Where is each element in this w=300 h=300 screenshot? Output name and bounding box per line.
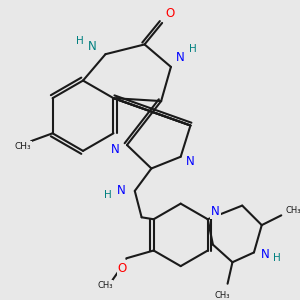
Text: N: N — [117, 184, 125, 197]
Text: CH₃: CH₃ — [215, 291, 230, 300]
Text: H: H — [274, 253, 281, 263]
Text: CH₃: CH₃ — [285, 206, 300, 215]
Text: N: N — [211, 205, 220, 218]
Text: N: N — [87, 40, 96, 53]
Text: N: N — [261, 248, 270, 261]
Text: H: H — [188, 44, 196, 54]
Text: N: N — [176, 51, 185, 64]
Text: H: H — [103, 190, 111, 200]
Text: O: O — [165, 7, 175, 20]
Text: CH₃: CH₃ — [97, 281, 112, 290]
Text: O: O — [118, 262, 127, 275]
Text: N: N — [186, 155, 195, 168]
Text: N: N — [111, 143, 120, 156]
Text: CH₃: CH₃ — [15, 142, 31, 151]
Text: H: H — [76, 35, 84, 46]
